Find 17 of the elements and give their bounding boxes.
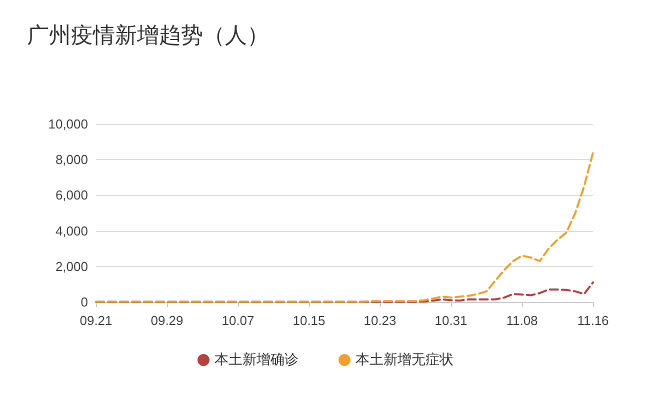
x-tick-label: 10.31: [434, 313, 468, 328]
legend-label: 本土新增确诊: [214, 352, 298, 368]
x-tick-label: 10.15: [292, 313, 326, 328]
y-tick-label: 0: [80, 294, 88, 310]
x-tick-label: 09.29: [150, 313, 184, 328]
y-tick-label: 6,000: [55, 188, 88, 203]
x-tick-label: 10.07: [222, 313, 254, 328]
x-tick-label: 11.08: [506, 313, 538, 328]
x-tick-label: 11.16: [577, 313, 609, 328]
y-tick-label: 2,000: [55, 258, 88, 274]
x-tick-label: 10.23: [364, 313, 396, 328]
legend-label: 本土新增无症状: [356, 352, 454, 368]
y-tick-label: 10,000: [48, 116, 88, 132]
chart-title: 广州疫情新增趋势（人）: [27, 24, 269, 48]
y-tick-label: 8,000: [55, 152, 88, 168]
y-tick-label: 4,000: [55, 223, 88, 238]
x-tick-label: 09.21: [80, 313, 112, 328]
